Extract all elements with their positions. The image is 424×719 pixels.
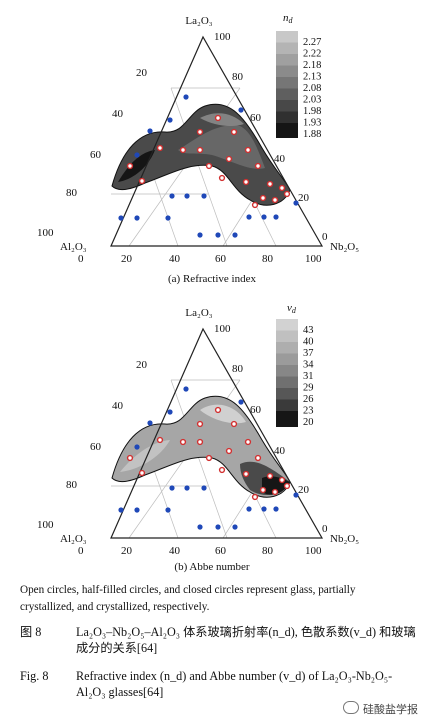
colorbar-b: vd 43 40 37 34 31 29 26 23 20	[276, 302, 314, 428]
tick-bottom-80: 80	[262, 545, 274, 557]
vertex-label-right: Nb₂O₅	[330, 533, 359, 545]
tick-right-60: 60	[250, 404, 262, 416]
tick-right-0: 0	[322, 523, 328, 535]
colorbar-a: nd 2.27 2.22 2.18 2.13 2.08 2.03 1.98 1.…	[276, 12, 321, 140]
colorbar-label: 2.22	[303, 49, 321, 60]
tick-left-80: 80	[66, 479, 78, 491]
vertex-label-left: Al₂O₃	[60, 241, 87, 253]
colorbar-label: 37	[303, 348, 314, 359]
tick-bottom-40: 40	[169, 253, 181, 265]
tick-bottom-60: 60	[215, 253, 227, 265]
subcaption-a: (a) Refractive index	[168, 273, 256, 285]
vertex-label-right: Nb₂O₅	[330, 241, 359, 253]
colorbar-label: 23	[303, 406, 314, 417]
tick-bottom-100: 100	[305, 545, 322, 557]
tick-right-40: 40	[274, 153, 286, 165]
caption-en: Fig. 8 Refractive index (n_d) and Abbe n…	[20, 668, 420, 701]
colorbar-label: 1.88	[303, 129, 321, 140]
tick-top-100: 100	[214, 323, 231, 335]
caption-cn-text: La₂O₃–Nb₂O₅–Al₂O₃ 体系玻璃折射率(n_d), 色散系数(v_d…	[76, 625, 416, 656]
tick-left-100: 100	[37, 227, 54, 239]
tick-bottom-60: 60	[215, 545, 227, 557]
closed-circles	[118, 386, 299, 530]
colorbar-label: 29	[303, 383, 314, 394]
caption-en-text: Refractive index (n_d) and Abbe number (…	[76, 669, 393, 700]
vertex-label-top: La₂O₃	[185, 307, 212, 319]
colorbar-label: 31	[303, 371, 314, 382]
colorbar-title: nd	[283, 12, 294, 25]
tick-right-80: 80	[232, 71, 244, 83]
figure-note: Open circles, half-filled circles, and c…	[20, 584, 356, 614]
ternary-panel-abbe-number: La₂O₃ Al₂O₃ Nb₂O₅ 100 20 40 60 80 100 80…	[0, 292, 424, 562]
tick-left-20: 80	[66, 187, 78, 199]
colorbar-label: 2.27	[303, 37, 321, 48]
colorbar-label: 40	[303, 337, 314, 348]
tick-top-100: 100	[214, 31, 231, 43]
tick-left-100: 100	[37, 519, 54, 531]
colorbar-label: 1.93	[303, 118, 321, 129]
tick-right-20: 20	[298, 484, 310, 496]
open-circles	[126, 114, 291, 209]
triangle-frame	[110, 35, 324, 247]
colorbar-label: 2.03	[303, 95, 321, 106]
tick-right-0: 0	[322, 231, 328, 243]
colorbar-label: 34	[303, 360, 314, 371]
tick-right-60: 60	[250, 112, 262, 124]
ternary-diagram-a: La₂O₃ Al₂O₃ Nb₂O₅ 100 20 40 60 80 100 80…	[37, 12, 359, 265]
caption-cn: 图 8 La₂O₃–Nb₂O₅–Al₂O₃ 体系玻璃折射率(n_d), 色散系数…	[20, 624, 420, 657]
colorbar-label: 1.98	[303, 106, 321, 117]
wechat-icon	[343, 701, 359, 714]
ternary-panel-refractive-index: La₂O₃ Al₂O₃ Nb₂O₅ 100 20 40 60 80 100 80…	[0, 0, 424, 270]
vertex-label-top: La₂O₃	[185, 15, 212, 27]
tick-left-40: 40	[112, 400, 124, 412]
colorbar-label: 20	[303, 417, 314, 428]
caption-cn-label: 图 8	[20, 625, 42, 639]
tick-bottom-20: 20	[121, 253, 133, 265]
tick-bottom-80: 80	[262, 253, 274, 265]
watermark: 硅酸盐学报	[343, 701, 418, 717]
tick-left-60: 40	[112, 108, 124, 120]
tick-bottom-0: 0	[78, 545, 84, 557]
open-circles	[126, 406, 291, 501]
tick-right-80: 80	[232, 363, 244, 375]
tick-bottom-40: 40	[169, 545, 181, 557]
tick-bottom-100: 100	[305, 253, 322, 265]
tick-left-60: 60	[90, 441, 102, 453]
colorbar-label: 2.18	[303, 60, 321, 71]
caption-en-label: Fig. 8	[20, 669, 49, 683]
tick-right-40: 40	[274, 445, 286, 457]
triangle-frame	[110, 327, 324, 539]
colorbar-label: 26	[303, 394, 314, 405]
tick-bottom-0: 0	[78, 253, 84, 265]
colorbar-label: 43	[303, 325, 314, 336]
vertex-label-left: Al₂O₃	[60, 533, 87, 545]
tick-bottom-20: 20	[121, 545, 133, 557]
tick-left-20: 20	[136, 359, 148, 371]
watermark-text: 硅酸盐学报	[363, 703, 418, 716]
colorbar-title: vd	[287, 302, 297, 315]
tick-right-20: 20	[298, 192, 310, 204]
subcaption-b: (b) Abbe number	[174, 561, 250, 573]
closed-circles	[118, 94, 299, 238]
colorbar-label: 2.08	[303, 83, 321, 94]
tick-left-80: 20	[136, 67, 148, 79]
colorbar-label: 2.13	[303, 72, 321, 83]
tick-left-40: 60	[90, 149, 102, 161]
ternary-diagram-b: La₂O₃ Al₂O₃ Nb₂O₅ 100 20 40 60 80 100 80…	[37, 302, 359, 557]
